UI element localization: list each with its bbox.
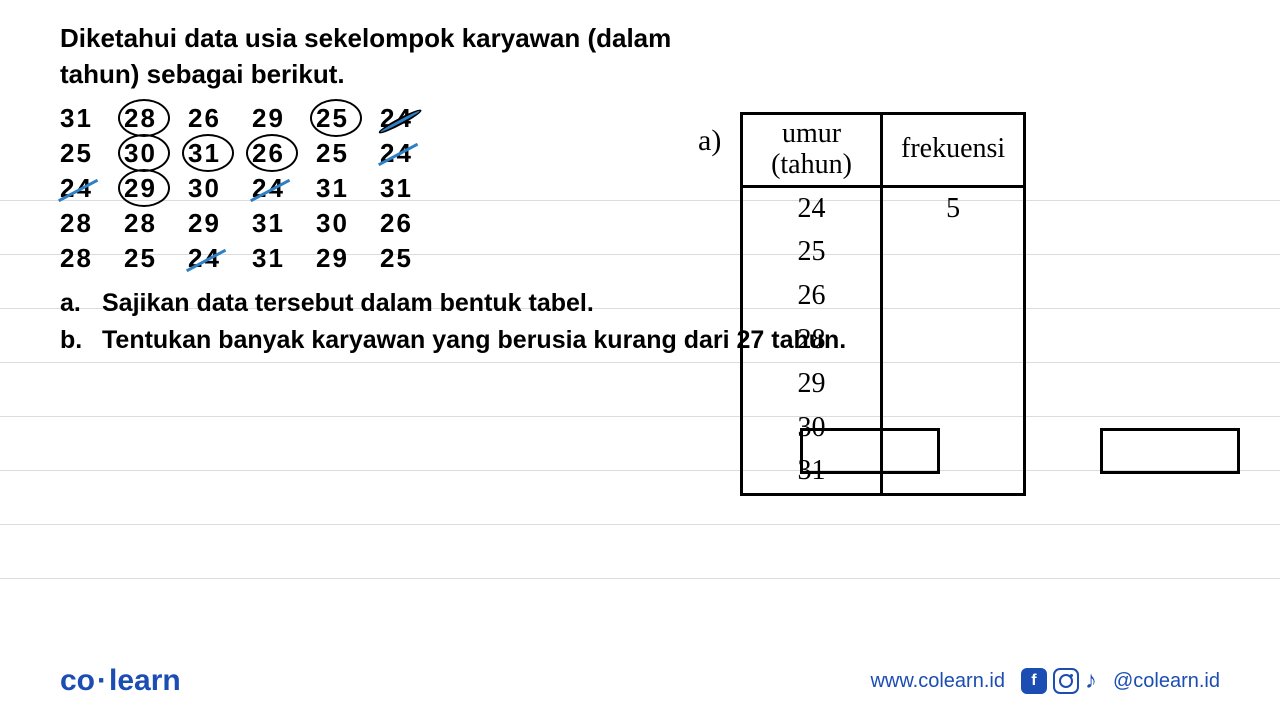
question-text: Tentukan banyak karyawan yang berusia ku… (102, 323, 846, 358)
data-cell: 31 (316, 171, 362, 206)
footer-handle: @colearn.id (1113, 670, 1220, 693)
data-cell: 30 (124, 136, 170, 171)
table-header-freq: frekuensi (882, 114, 1025, 187)
data-cell: 26 (252, 136, 298, 171)
data-cell: 28 (60, 241, 106, 276)
answer-area: a) umur (tahun) frekuensi 24525262829303… (740, 112, 1280, 496)
table-row: 26 (742, 274, 1025, 318)
data-cell: 24 (380, 101, 426, 136)
footer-right: www.colearn.id f ♪ @colearn.id (870, 667, 1220, 695)
freq-cell (882, 318, 1025, 362)
age-cell: 25 (742, 230, 882, 274)
answer-label: a) (698, 124, 721, 158)
question-title: Diketahui data usia sekelompok karyawan … (60, 20, 1220, 93)
table-row: 25 (742, 230, 1025, 274)
data-cell: 31 (188, 136, 234, 171)
social-icons: f ♪ (1021, 667, 1097, 695)
table-row: 28 (742, 318, 1025, 362)
table-footer-cell (800, 428, 940, 474)
data-cell: 25 (124, 241, 170, 276)
data-cell: 31 (252, 241, 298, 276)
data-cell: 24 (380, 136, 426, 171)
data-cell: 28 (124, 101, 170, 136)
data-cell: 25 (60, 136, 106, 171)
age-cell: 26 (742, 274, 882, 318)
question-label: b. (60, 323, 88, 358)
table-header-age: umur (tahun) (742, 114, 882, 187)
page-footer: co·learn www.colearn.id f ♪ @colearn.id (60, 664, 1220, 698)
data-cell: 29 (124, 171, 170, 206)
tiktok-icon: ♪ (1085, 667, 1097, 695)
table-footer-cell (1100, 428, 1240, 474)
data-cell: 25 (316, 101, 362, 136)
data-cell: 25 (316, 136, 362, 171)
data-cell: 26 (380, 206, 426, 241)
data-cell: 29 (316, 241, 362, 276)
instagram-icon (1053, 668, 1079, 694)
data-cell: 25 (380, 241, 426, 276)
table-row: 29 (742, 362, 1025, 406)
colearn-logo: co·learn (60, 664, 181, 698)
age-cell: 29 (742, 362, 882, 406)
data-cell: 26 (188, 101, 234, 136)
age-cell: 28 (742, 318, 882, 362)
footer-url: www.colearn.id (870, 670, 1005, 693)
data-cell: 24 (188, 241, 234, 276)
data-cell: 24 (252, 171, 298, 206)
data-cell: 31 (60, 101, 106, 136)
freq-cell (882, 274, 1025, 318)
data-cell: 28 (124, 206, 170, 241)
data-cell: 31 (380, 171, 426, 206)
data-cell: 24 (60, 171, 106, 206)
content-area: Diketahui data usia sekelompok karyawan … (60, 20, 1220, 360)
frequency-table: umur (tahun) frekuensi 245252628293031 (740, 112, 1026, 496)
data-cell: 29 (188, 206, 234, 241)
title-line-1: Diketahui data usia sekelompok karyawan … (60, 20, 1220, 56)
question-text: Sajikan data tersebut dalam bentuk tabel… (102, 286, 594, 321)
title-line-2: tahun) sebagai berikut. (60, 56, 1220, 92)
data-cell: 28 (60, 206, 106, 241)
age-cell: 24 (742, 186, 882, 230)
freq-cell (882, 362, 1025, 406)
table-row: 245 (742, 186, 1025, 230)
freq-cell: 5 (882, 186, 1025, 230)
data-cell: 29 (252, 101, 298, 136)
data-cell: 30 (316, 206, 362, 241)
question-label: a. (60, 286, 88, 321)
data-cell: 31 (252, 206, 298, 241)
freq-cell (882, 230, 1025, 274)
data-cell: 30 (188, 171, 234, 206)
facebook-icon: f (1021, 668, 1047, 694)
